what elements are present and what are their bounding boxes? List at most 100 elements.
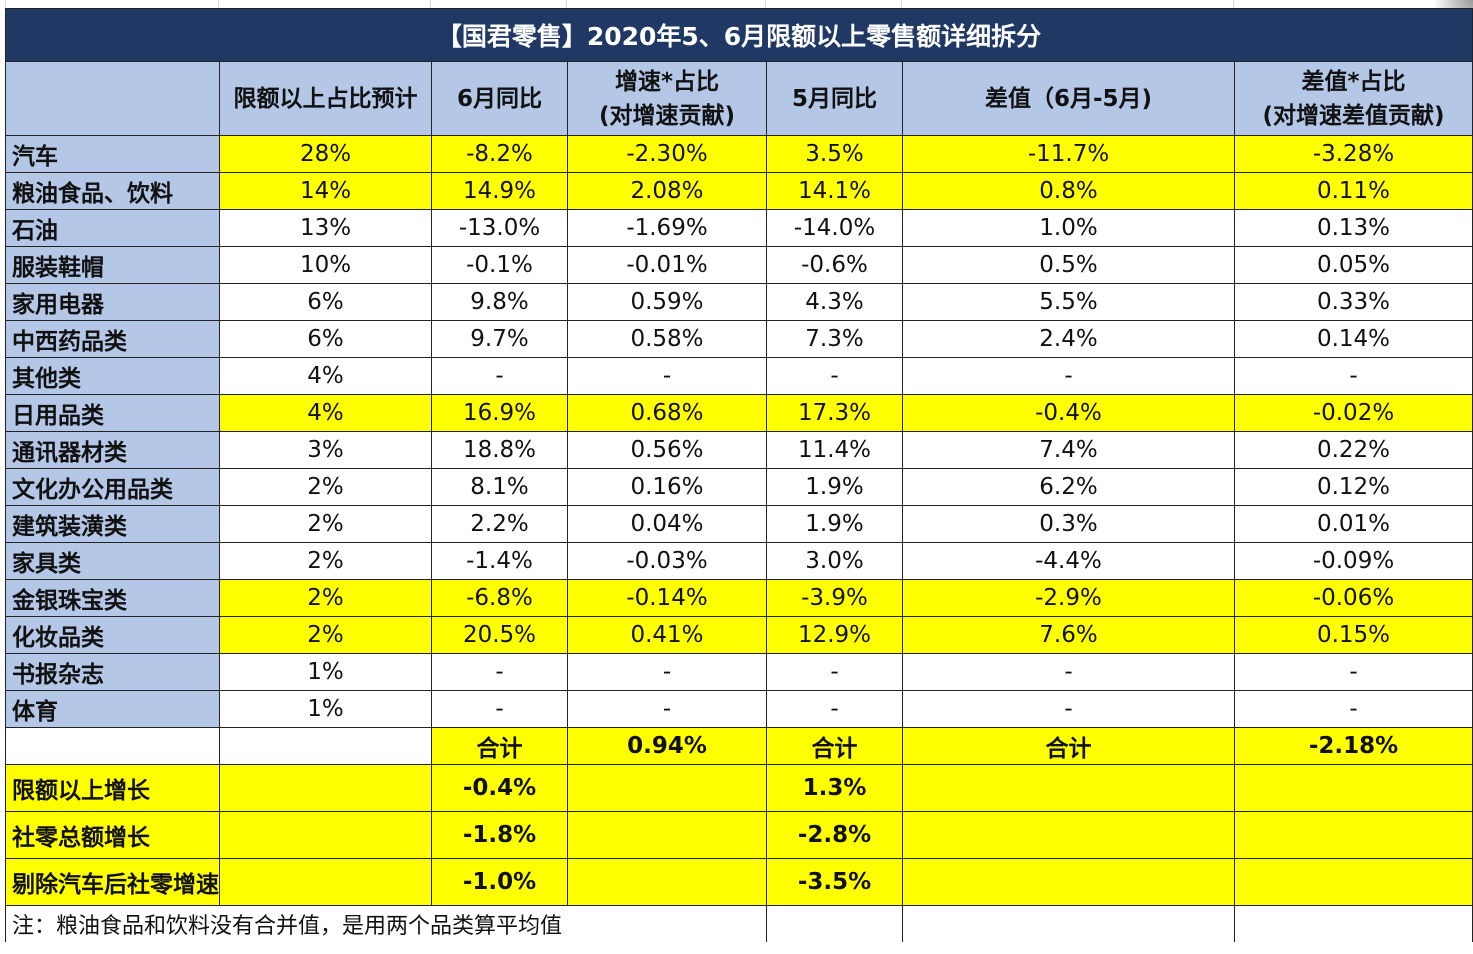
share-cell[interactable]: 1% [219, 690, 432, 728]
contribution-cell[interactable]: 0.16% [567, 468, 767, 506]
contribution-cell[interactable]: 0.59% [567, 283, 767, 321]
jun-yoy-cell[interactable]: -8.2% [431, 135, 568, 173]
diff-contribution-cell[interactable]: 0.11% [1234, 172, 1473, 210]
share-cell[interactable]: 2% [219, 542, 432, 580]
share-cell[interactable]: 13% [219, 209, 432, 247]
may-yoy-cell[interactable]: - [766, 690, 903, 728]
footnote-cell[interactable]: 注：粮油食品和饮料没有合并值，是用两个品类算平均值 [5, 905, 767, 942]
header-may-yoy[interactable]: 5月同比 [766, 61, 903, 136]
may-yoy-cell[interactable]: 7.3% [766, 320, 903, 358]
diff-cell[interactable]: - [902, 357, 1235, 395]
contribution-cell[interactable]: -2.30% [567, 135, 767, 173]
header-contribution[interactable]: 增速*占比 (对增速贡献) [567, 61, 767, 136]
summary-name-cell[interactable]: 剔除汽车后社零增速 [5, 858, 220, 906]
contribution-cell[interactable]: - [567, 357, 767, 395]
may-yoy-cell[interactable]: 12.9% [766, 616, 903, 654]
diff-cell[interactable]: 6.2% [902, 468, 1235, 506]
category-name-cell[interactable]: 家具类 [5, 542, 220, 580]
jun-yoy-cell[interactable]: -1.4% [431, 542, 568, 580]
share-cell[interactable]: 4% [219, 357, 432, 395]
contribution-cell[interactable]: 0.41% [567, 616, 767, 654]
summary-jun-cell[interactable]: -0.4% [431, 764, 568, 812]
diff-cell[interactable]: 7.6% [902, 616, 1235, 654]
category-name-cell[interactable]: 文化办公用品类 [5, 468, 220, 506]
category-name-cell[interactable]: 服装鞋帽 [5, 246, 220, 284]
may-yoy-cell[interactable]: 1.9% [766, 505, 903, 543]
share-cell[interactable]: 2% [219, 579, 432, 617]
totals-blank-cell[interactable] [219, 727, 432, 765]
jun-yoy-cell[interactable]: 9.8% [431, 283, 568, 321]
jun-yoy-cell[interactable]: 18.8% [431, 431, 568, 469]
category-name-cell[interactable]: 通讯器材类 [5, 431, 220, 469]
jun-yoy-cell[interactable]: 9.7% [431, 320, 568, 358]
jun-yoy-cell[interactable]: - [431, 357, 568, 395]
summary-blank-cell[interactable] [567, 858, 767, 906]
diff-cell[interactable]: 1.0% [902, 209, 1235, 247]
category-name-cell[interactable]: 其他类 [5, 357, 220, 395]
diff-cell[interactable]: 0.3% [902, 505, 1235, 543]
summary-blank-cell[interactable] [219, 858, 432, 906]
share-cell[interactable]: 4% [219, 394, 432, 432]
contribution-cell[interactable]: -1.69% [567, 209, 767, 247]
may-yoy-cell[interactable]: -0.6% [766, 246, 903, 284]
share-cell[interactable]: 14% [219, 172, 432, 210]
diff-cell[interactable]: - [902, 653, 1235, 691]
category-name-cell[interactable]: 化妆品类 [5, 616, 220, 654]
diff-contribution-cell[interactable]: -0.09% [1234, 542, 1473, 580]
share-cell[interactable]: 10% [219, 246, 432, 284]
may-yoy-cell[interactable]: -14.0% [766, 209, 903, 247]
summary-blank-cell[interactable] [902, 858, 1235, 906]
header-diff[interactable]: 差值（6月-5月) [902, 61, 1235, 136]
diff-cell[interactable]: -2.9% [902, 579, 1235, 617]
may-yoy-cell[interactable]: 1.9% [766, 468, 903, 506]
category-name-cell[interactable]: 体育 [5, 690, 220, 728]
diff-cell[interactable]: -0.4% [902, 394, 1235, 432]
total-label-cell[interactable]: 合计 [902, 727, 1235, 765]
diff-cell[interactable]: 5.5% [902, 283, 1235, 321]
share-cell[interactable]: 2% [219, 505, 432, 543]
diff-cell[interactable]: -11.7% [902, 135, 1235, 173]
jun-yoy-cell[interactable]: - [431, 653, 568, 691]
contribution-cell[interactable]: 0.58% [567, 320, 767, 358]
contribution-cell[interactable]: 0.56% [567, 431, 767, 469]
diff-contribution-cell[interactable]: 0.22% [1234, 431, 1473, 469]
header-share[interactable]: 限额以上占比预计 [219, 61, 432, 136]
jun-yoy-cell[interactable]: 16.9% [431, 394, 568, 432]
header-jun-yoy[interactable]: 6月同比 [431, 61, 568, 136]
diff-contribution-cell[interactable]: 0.13% [1234, 209, 1473, 247]
category-name-cell[interactable]: 建筑装潢类 [5, 505, 220, 543]
diff-cell[interactable]: 0.5% [902, 246, 1235, 284]
jun-yoy-cell[interactable]: -13.0% [431, 209, 568, 247]
category-name-cell[interactable]: 中西药品类 [5, 320, 220, 358]
contribution-cell[interactable]: - [567, 690, 767, 728]
header-diff-contribution[interactable]: 差值*占比 (对增速差值贡献) [1234, 61, 1473, 136]
table-title[interactable]: 【国君零售】2020年5、6月限额以上零售额详细拆分 [5, 8, 1473, 62]
jun-yoy-cell[interactable]: 14.9% [431, 172, 568, 210]
summary-blank-cell[interactable] [567, 811, 767, 859]
diff-cell[interactable]: 0.8% [902, 172, 1235, 210]
category-name-cell[interactable]: 日用品类 [5, 394, 220, 432]
summary-blank-cell[interactable] [902, 764, 1235, 812]
category-name-cell[interactable]: 汽车 [5, 135, 220, 173]
summary-blank-cell[interactable] [902, 811, 1235, 859]
may-yoy-cell[interactable]: 17.3% [766, 394, 903, 432]
summary-name-cell[interactable]: 社零总额增长 [5, 811, 220, 859]
diff-contribution-cell[interactable]: 0.01% [1234, 505, 1473, 543]
summary-name-cell[interactable]: 限额以上增长 [5, 764, 220, 812]
may-yoy-cell[interactable]: 11.4% [766, 431, 903, 469]
diff-contribution-cell[interactable]: - [1234, 653, 1473, 691]
diff-contribution-cell[interactable]: - [1234, 357, 1473, 395]
diff-cell[interactable]: -4.4% [902, 542, 1235, 580]
header-blank-cell[interactable] [5, 61, 220, 136]
jun-yoy-cell[interactable]: - [431, 690, 568, 728]
summary-blank-cell[interactable] [1234, 764, 1473, 812]
summary-blank-cell[interactable] [219, 811, 432, 859]
category-name-cell[interactable]: 石油 [5, 209, 220, 247]
diff-contribution-cell[interactable]: 0.12% [1234, 468, 1473, 506]
category-name-cell[interactable]: 金银珠宝类 [5, 579, 220, 617]
summary-jun-cell[interactable]: -1.0% [431, 858, 568, 906]
contribution-cell[interactable]: 0.04% [567, 505, 767, 543]
empty-cell[interactable] [766, 905, 903, 942]
diff-contribution-cell[interactable]: - [1234, 690, 1473, 728]
jun-yoy-cell[interactable]: -6.8% [431, 579, 568, 617]
